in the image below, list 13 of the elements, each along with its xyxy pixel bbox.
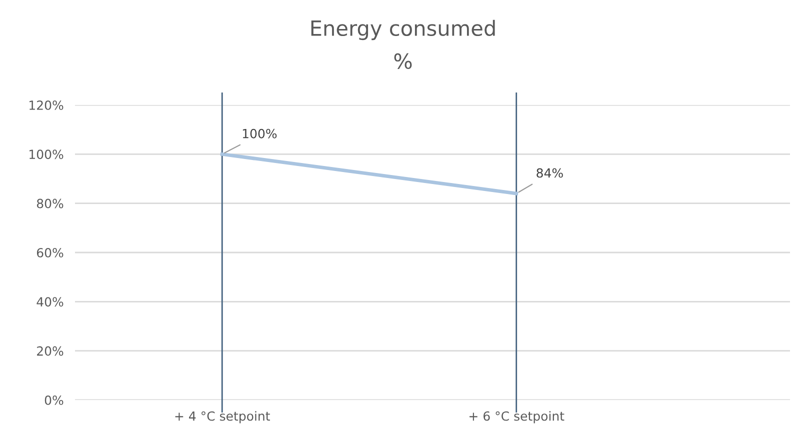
y-tick-label: 0% <box>44 395 64 405</box>
y-tick-label: 20% <box>37 346 64 356</box>
y-tick-label: 100% <box>30 150 64 160</box>
y-tick-label: 40% <box>36 297 64 307</box>
data-label: 84% <box>536 168 563 178</box>
x-tick-label: + 4 °C setpoint <box>175 411 270 424</box>
y-tick-label: 80% <box>36 198 64 208</box>
y-tick-label: 120% <box>30 100 64 110</box>
chart-title: Energy consumed <box>311 20 495 40</box>
x-tick-label: + 6 °C setpoint <box>470 411 564 424</box>
chart-subtitle: % <box>394 53 412 70</box>
data-label: 100% <box>242 128 277 138</box>
y-tick-label: 60% <box>36 248 64 258</box>
